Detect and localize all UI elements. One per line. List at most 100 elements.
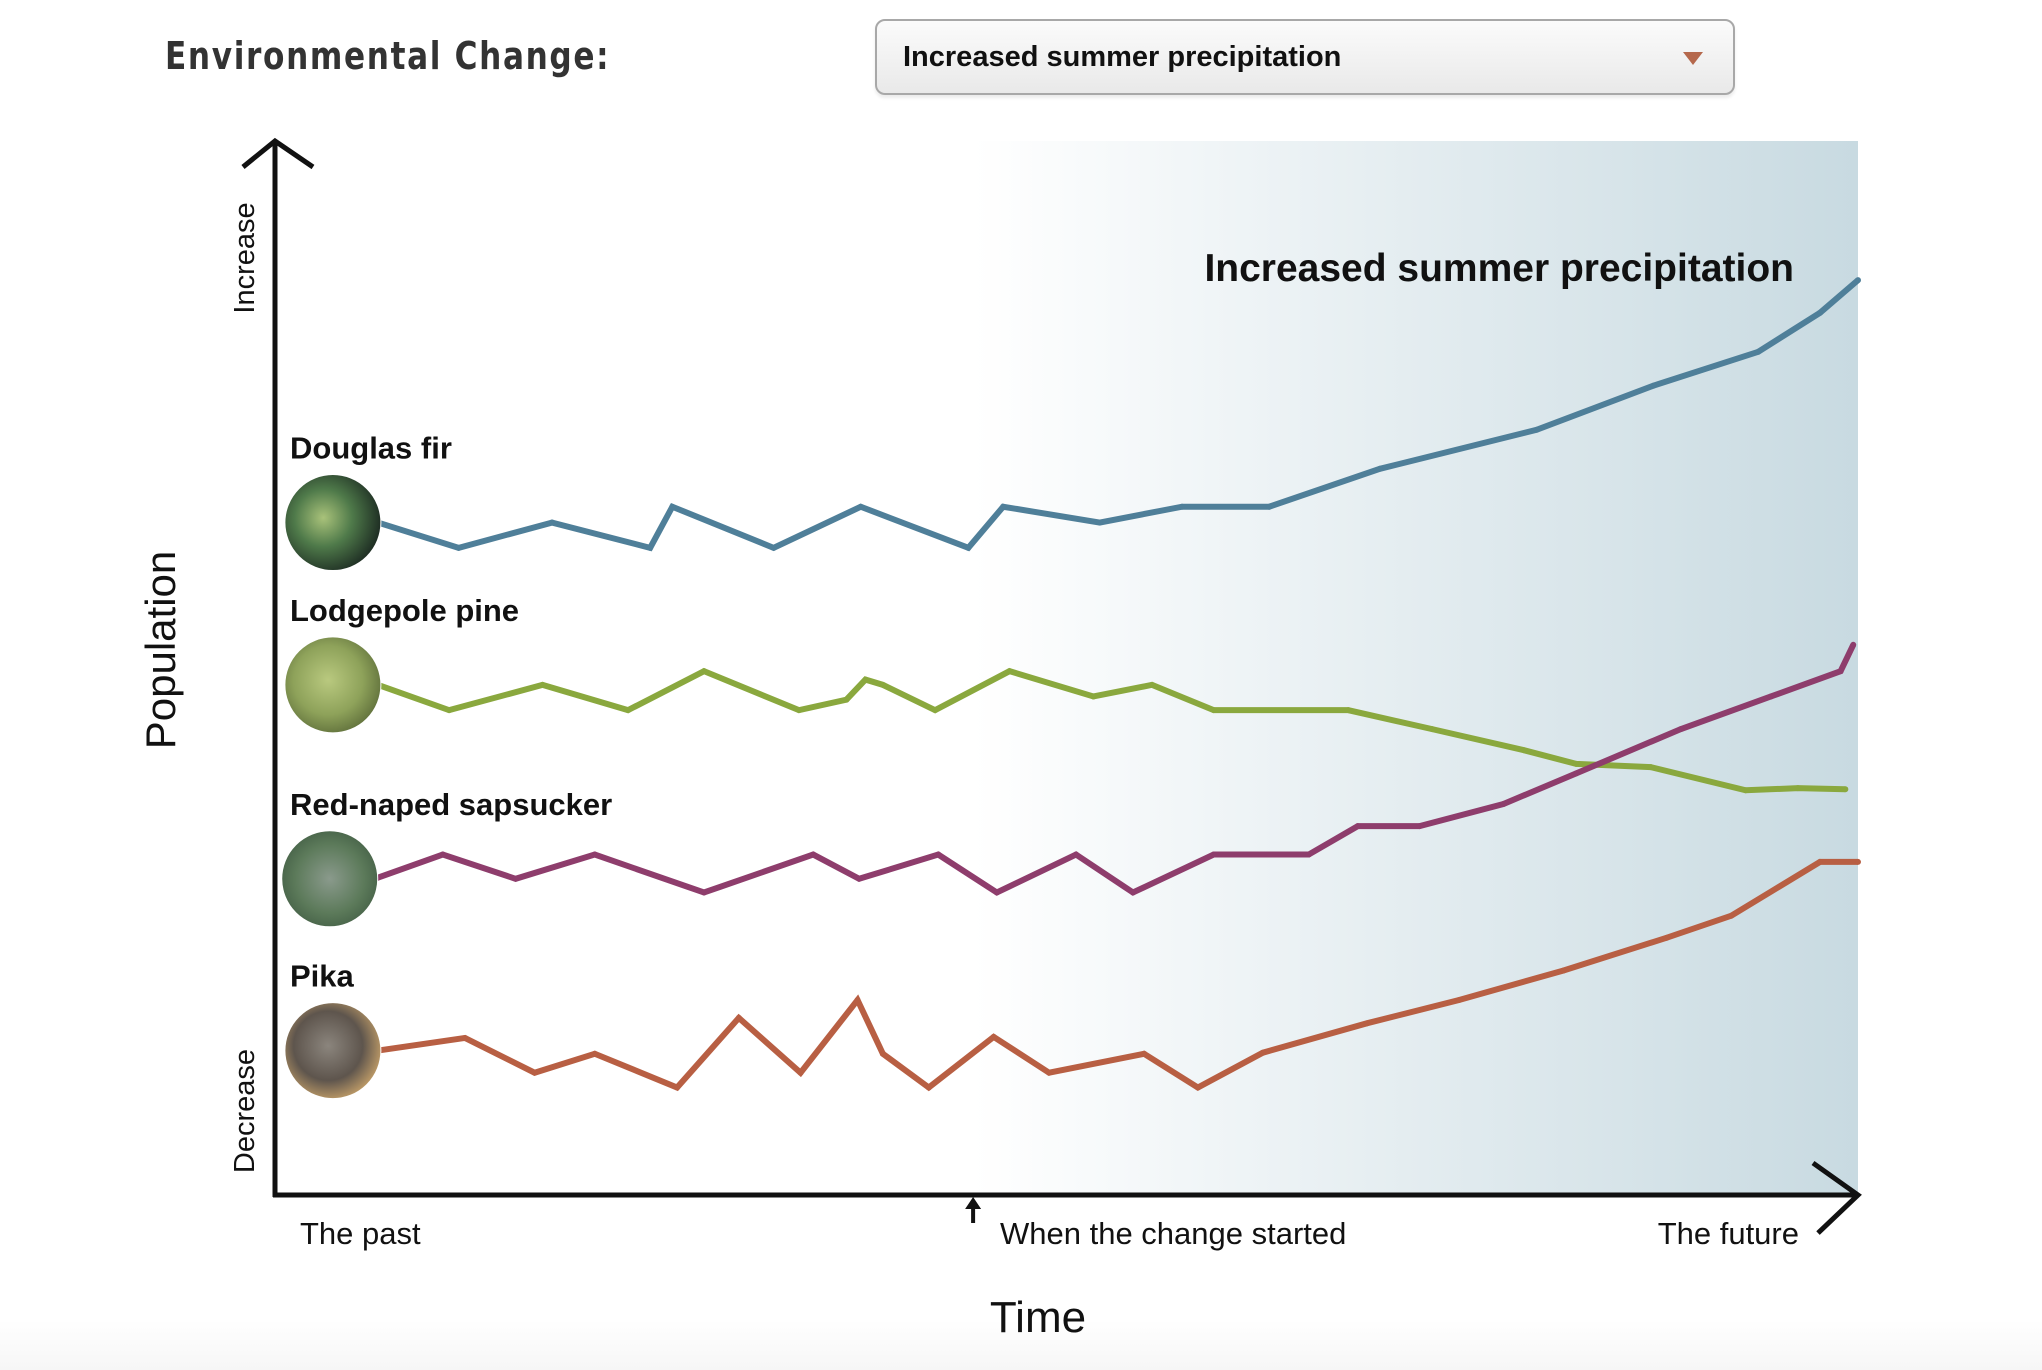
data-point-red-naped-sapsucker — [512, 875, 519, 882]
data-point-pika — [797, 1069, 804, 1076]
data-point-pika — [1855, 858, 1861, 865]
data-point-douglas-fir — [1817, 309, 1824, 316]
x-axis-arrow-icon — [1811, 1160, 1862, 1235]
y-axis-bottom-label: Decrease — [229, 1049, 261, 1173]
data-point-lodgepole-pine — [1210, 707, 1217, 714]
data-point-douglas-fir — [1855, 277, 1861, 284]
x-tick-change-started: When the change started — [1000, 1216, 1346, 1251]
data-point-douglas-fir — [770, 544, 777, 551]
data-point-lodgepole-pine — [1742, 787, 1749, 794]
data-point-red-naped-sapsucker — [1416, 823, 1423, 830]
data-point-pika — [1194, 1084, 1201, 1091]
data-point-pika — [990, 1033, 997, 1040]
data-point-red-naped-sapsucker — [700, 889, 707, 896]
data-point-lodgepole-pine — [1429, 726, 1436, 733]
douglas-fir-photo-icon — [284, 474, 382, 572]
y-axis-label: Population — [137, 551, 184, 750]
data-point-lodgepole-pine — [625, 707, 632, 714]
data-point-pika — [1456, 997, 1463, 1004]
data-point-red-naped-sapsucker — [1129, 889, 1136, 896]
data-point-douglas-fir — [1000, 503, 1007, 510]
series-line-lodgepole-pine — [376, 667, 1846, 794]
data-point-red-naped-sapsucker — [1767, 693, 1774, 700]
data-point-pika — [1817, 858, 1824, 865]
data-point-pika — [735, 1014, 742, 1021]
data-point-pika — [925, 1084, 932, 1091]
data-point-douglas-fir — [1179, 503, 1186, 510]
x-tick-the-future: The future — [1658, 1216, 1799, 1251]
data-point-lodgepole-pine — [539, 681, 546, 688]
data-point-red-naped-sapsucker — [591, 851, 598, 858]
data-point-douglas-fir — [647, 544, 654, 551]
data-point-lodgepole-pine — [1148, 681, 1155, 688]
sapsucker-photo-icon — [281, 830, 379, 928]
shaded-after-change-region — [973, 141, 1858, 1195]
data-point-pika — [1259, 1049, 1266, 1056]
data-point-red-naped-sapsucker — [1305, 851, 1312, 858]
change-start-arrow-icon — [965, 1197, 982, 1223]
chevron-down-icon[interactable] — [1683, 52, 1703, 65]
data-point-lodgepole-pine — [1520, 747, 1527, 754]
data-point-red-naped-sapsucker — [1677, 726, 1684, 733]
data-point-lodgepole-pine — [862, 676, 869, 683]
environmental-change-dropdown[interactable]: Increased summer precipitation — [875, 19, 1735, 95]
data-point-lodgepole-pine — [1842, 786, 1849, 793]
data-point-pika — [854, 997, 861, 1004]
data-point-pika — [461, 1034, 468, 1041]
data-point-pika — [1364, 1020, 1371, 1027]
pika-photo-icon — [284, 1002, 382, 1100]
series-line-pika — [377, 858, 1858, 1092]
data-point-red-naped-sapsucker — [1210, 851, 1217, 858]
data-point-red-naped-sapsucker — [439, 851, 446, 858]
data-point-pika — [1560, 967, 1567, 974]
data-point-lodgepole-pine — [446, 707, 453, 714]
environmental-change-label: Environmental Change: — [165, 34, 611, 78]
data-point-red-naped-sapsucker — [1500, 800, 1507, 807]
data-point-lodgepole-pine — [1573, 760, 1580, 767]
data-point-red-naped-sapsucker — [935, 851, 942, 858]
data-point-red-naped-sapsucker — [1072, 851, 1079, 858]
data-point-lodgepole-pine — [1345, 707, 1352, 714]
data-point-douglas-fir — [1650, 382, 1657, 389]
data-point-lodgepole-pine — [1647, 764, 1654, 771]
data-point-red-naped-sapsucker — [1850, 641, 1857, 648]
data-point-douglas-fir — [965, 544, 972, 551]
data-point-red-naped-sapsucker — [810, 851, 817, 858]
series-line-douglas-fir — [376, 277, 1860, 552]
data-point-douglas-fir — [1376, 465, 1383, 472]
data-point-douglas-fir — [549, 519, 556, 526]
data-point-red-naped-sapsucker — [993, 889, 1000, 896]
data-point-douglas-fir — [857, 503, 864, 510]
data-point-lodgepole-pine — [932, 707, 939, 714]
data-point-pika — [591, 1050, 598, 1057]
data-point-lodgepole-pine — [1794, 785, 1801, 792]
x-axis-label: Time — [990, 1293, 1086, 1342]
data-point-lodgepole-pine — [1006, 668, 1013, 675]
data-point-red-naped-sapsucker — [1354, 823, 1361, 830]
data-point-pika — [1141, 1050, 1148, 1057]
lodgepole-pine-photo-icon — [284, 636, 382, 734]
series-label-red-naped-sapsucker: Red-naped sapsucker — [290, 787, 612, 822]
data-point-pika — [1728, 912, 1735, 919]
y-axis-top-label: Increase — [229, 202, 261, 313]
data-point-douglas-fir — [1755, 348, 1762, 355]
data-point-pika — [674, 1084, 681, 1091]
data-point-douglas-fir — [1096, 519, 1103, 526]
chart-title: Increased summer precipitation — [1204, 247, 1794, 290]
data-point-red-naped-sapsucker — [1837, 668, 1844, 675]
data-point-pika — [1663, 934, 1670, 941]
series-label-douglas-fir: Douglas fir — [290, 431, 452, 466]
data-point-pika — [531, 1069, 538, 1076]
dropdown-selected-value: Increased summer precipitation — [903, 41, 1342, 73]
y-axis-arrow-icon — [241, 137, 315, 170]
data-point-red-naped-sapsucker — [856, 875, 863, 882]
x-tick-the-past: The past — [300, 1216, 421, 1251]
data-point-lodgepole-pine — [879, 681, 886, 688]
data-point-douglas-fir — [455, 544, 462, 551]
series-layer — [371, 277, 1861, 1092]
data-point-pika — [1046, 1069, 1053, 1076]
data-point-douglas-fir — [1266, 503, 1273, 510]
icons-layer: Douglas fir Lodgepole pine Red-naped sapsu… — [281, 431, 612, 1100]
data-point-red-naped-sapsucker — [1573, 770, 1580, 777]
